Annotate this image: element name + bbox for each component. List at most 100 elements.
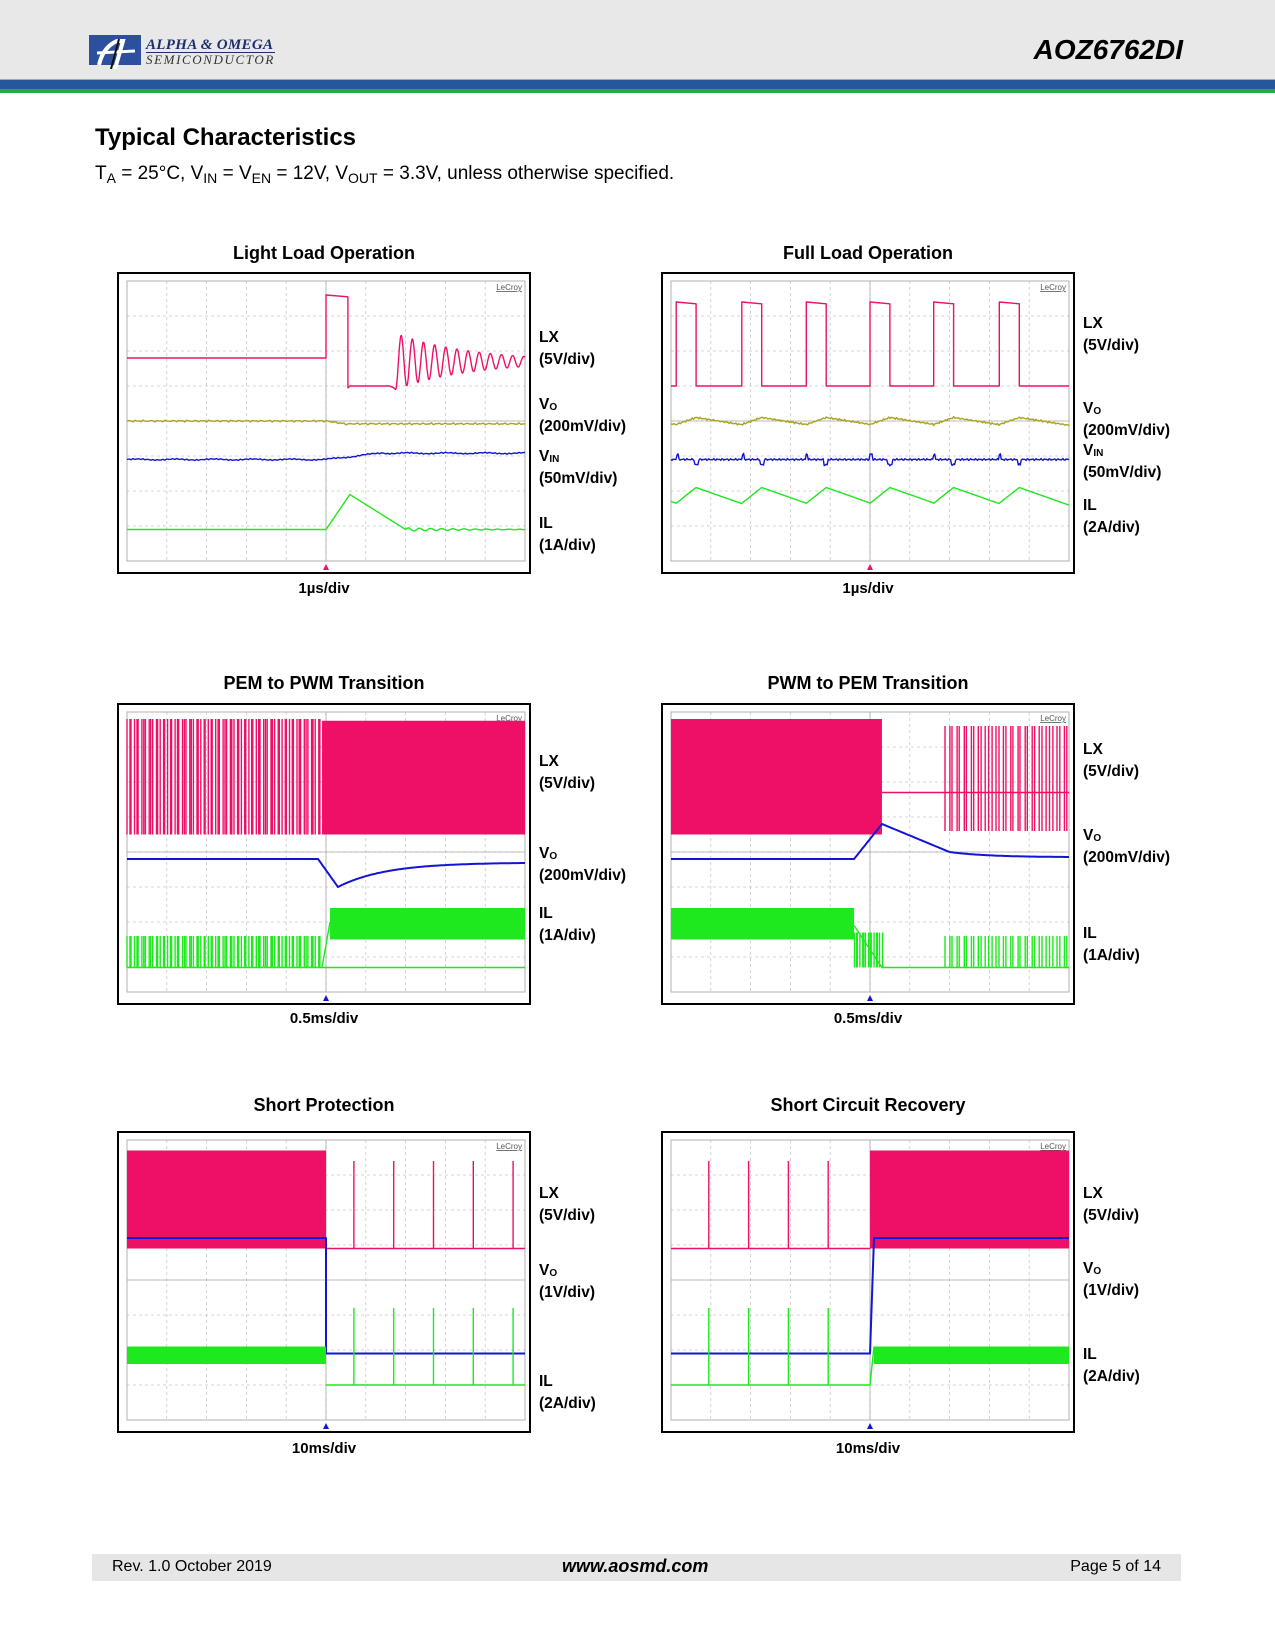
channel-scale: (200mV/div) (1083, 422, 1171, 439)
scope-brand: LeCroy (1040, 1142, 1066, 1151)
oscilloscope-capture: LeCroy (117, 703, 531, 1005)
channel-scale: (2A/div) (1083, 1368, 1140, 1385)
channel-scale: (2A/div) (539, 1395, 596, 1412)
channel-subscript: O (1093, 1266, 1102, 1277)
il-trace (853, 925, 1069, 969)
chart-title: Light Load Operation (233, 243, 415, 263)
channel-subscript: IN (549, 454, 560, 465)
channel-name: V (539, 845, 550, 862)
oscilloscope-capture: LeCroy (661, 272, 1075, 574)
il-trace (127, 493, 526, 532)
channel-subscript: O (1093, 833, 1102, 844)
scope-graticule (126, 711, 526, 993)
timebase-label: 10ms/div (835, 1440, 901, 1457)
vin-trace (126, 451, 526, 462)
trigger-marker-icon (867, 1423, 873, 1429)
channel-label: VIN (50mV/div) (1083, 441, 1161, 482)
il-trace (326, 1308, 525, 1386)
channel-scale: (1A/div) (539, 927, 596, 944)
channel-subscript: O (549, 851, 558, 862)
scope-brand: LeCroy (496, 714, 522, 723)
channel-scale: (200mV/div) (1083, 849, 1171, 866)
lx-switching-band (671, 719, 882, 835)
channel-name: V (1083, 827, 1094, 844)
scope-brand: LeCroy (496, 283, 522, 292)
trigger-marker-icon (323, 995, 329, 1001)
trigger-marker-icon (323, 564, 329, 570)
il-trace (671, 1308, 875, 1386)
channel-name: LX (539, 1185, 559, 1202)
channel-scale: (2A/div) (1083, 519, 1140, 536)
lx-trace (326, 1161, 525, 1250)
chart-title: Short Circuit Recovery (770, 1095, 966, 1115)
channel-scale: (5V/div) (1083, 1207, 1139, 1224)
channel-scale: (5V/div) (539, 775, 595, 792)
scope-graticule (670, 280, 1070, 562)
timebase-label: 1µs/div (298, 580, 350, 597)
channel-name: V (539, 448, 550, 465)
oscilloscope-capture: LeCroy (117, 272, 531, 574)
channel-scale: (1A/div) (1083, 947, 1140, 964)
channel-name: LX (539, 753, 559, 770)
trigger-marker-icon (323, 1423, 329, 1429)
channel-label: LX (5V/div) (1083, 740, 1139, 781)
channel-label: LX (5V/div) (1083, 314, 1139, 355)
oscilloscope-capture: LeCroy (661, 703, 1075, 1005)
timebase-label: 0.5ms/div (289, 1010, 359, 1027)
scope-graticule (670, 711, 1070, 993)
timebase-label: 1µs/div (842, 580, 894, 597)
channel-label: VO (200mV/div) (539, 395, 626, 436)
channel-scale: (50mV/div) (539, 470, 618, 487)
revision-date: Rev. 1.0 October 2019 (112, 1558, 272, 1575)
scope-brand: LeCroy (1040, 714, 1066, 723)
channel-scale: (1V/div) (1083, 1282, 1139, 1299)
test-conditions: TA = 25°C, VIN = VEN = 12V, VOUT = 3.3V,… (95, 163, 675, 186)
scope-graticule (126, 1139, 526, 1421)
scope-brand: LeCroy (496, 1142, 522, 1151)
channel-name: LX (1083, 315, 1103, 332)
lx-trace (671, 301, 1069, 387)
channel-name: IL (539, 1373, 553, 1390)
header-band-blue (0, 79, 1275, 90)
channel-label: IL (1A/div) (1083, 924, 1140, 965)
lx-trace (126, 719, 321, 835)
channel-label: VO (200mV/div) (539, 844, 626, 885)
channel-label: VO (200mV/div) (1083, 826, 1170, 867)
website-link[interactable]: www.aosmd.com (562, 1556, 709, 1576)
channel-label: IL (2A/div) (1083, 1345, 1140, 1386)
page-footer: Rev. 1.0 October 2019 www.aosmd.com Page… (92, 1554, 1181, 1581)
channel-name: IL (1083, 1346, 1097, 1363)
channel-name: LX (539, 329, 559, 346)
channel-label: LX (5V/div) (539, 752, 595, 793)
header-band-green (0, 89, 1275, 93)
channel-name: LX (1083, 741, 1103, 758)
vo-trace (126, 419, 526, 426)
channel-label: VO (1V/div) (1083, 1259, 1139, 1300)
vo-trace (671, 823, 1069, 860)
chart-title: PEM to PWM Transition (223, 673, 425, 693)
channel-scale: (200mV/div) (539, 418, 627, 435)
part-number: AOZ6762DI (1033, 34, 1183, 65)
section-title: Typical Characteristics (95, 124, 357, 151)
trigger-marker-icon (867, 995, 873, 1001)
channel-scale: (50mV/div) (1083, 464, 1162, 481)
il-trace (126, 921, 525, 969)
vo-trace (127, 1237, 525, 1355)
channel-label: VO (1V/div) (539, 1261, 595, 1302)
page-header (0, 0, 1275, 79)
channel-subscript: O (1093, 406, 1102, 417)
channel-subscript: O (549, 1268, 558, 1279)
channel-subscript: O (549, 402, 558, 413)
vin-trace (670, 452, 1070, 467)
vo-trace (127, 858, 525, 888)
lx-switching-band (322, 720, 525, 835)
channel-name: IL (539, 905, 553, 922)
timebase-label: 10ms/div (291, 1440, 357, 1457)
alpha-omega-logo-icon (89, 35, 141, 69)
channel-label: LX (5V/div) (539, 328, 595, 369)
channel-name: V (1083, 1260, 1094, 1277)
oscilloscope-capture: LeCroy (661, 1131, 1075, 1433)
company-logo: ALPHA & OMEGA SEMICONDUCTOR (89, 35, 275, 69)
channel-scale: (1V/div) (539, 1284, 595, 1301)
vo-trace (671, 1237, 1069, 1355)
